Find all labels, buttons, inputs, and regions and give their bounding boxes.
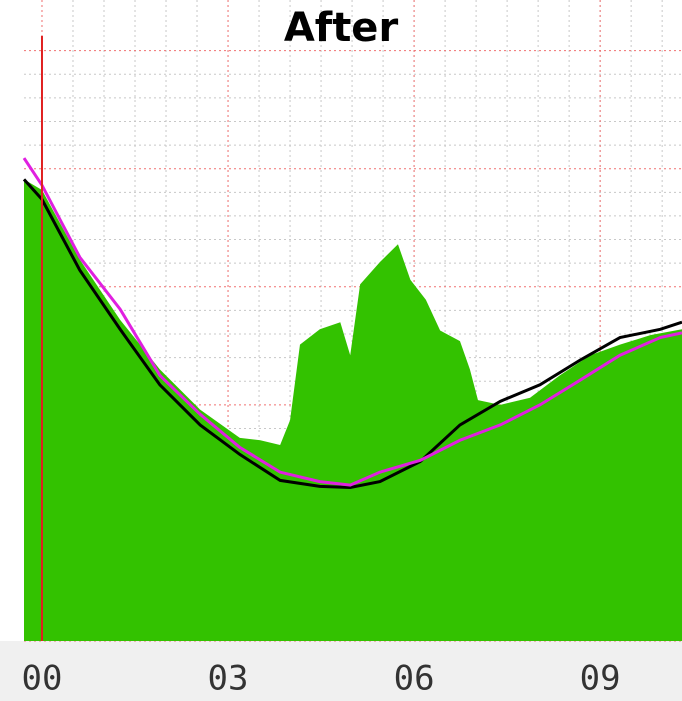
area (24, 179, 682, 641)
x-tick-label: 03 (208, 659, 249, 699)
plot (22, 36, 682, 641)
x-tick-label: 00 (22, 659, 63, 699)
x-tick-label: 06 (394, 659, 435, 699)
x-tick-label: 09 (580, 659, 621, 699)
line (22, 157, 682, 487)
chart-title: After (284, 5, 399, 51)
x-axis-band (0, 641, 682, 701)
line (22, 178, 682, 490)
